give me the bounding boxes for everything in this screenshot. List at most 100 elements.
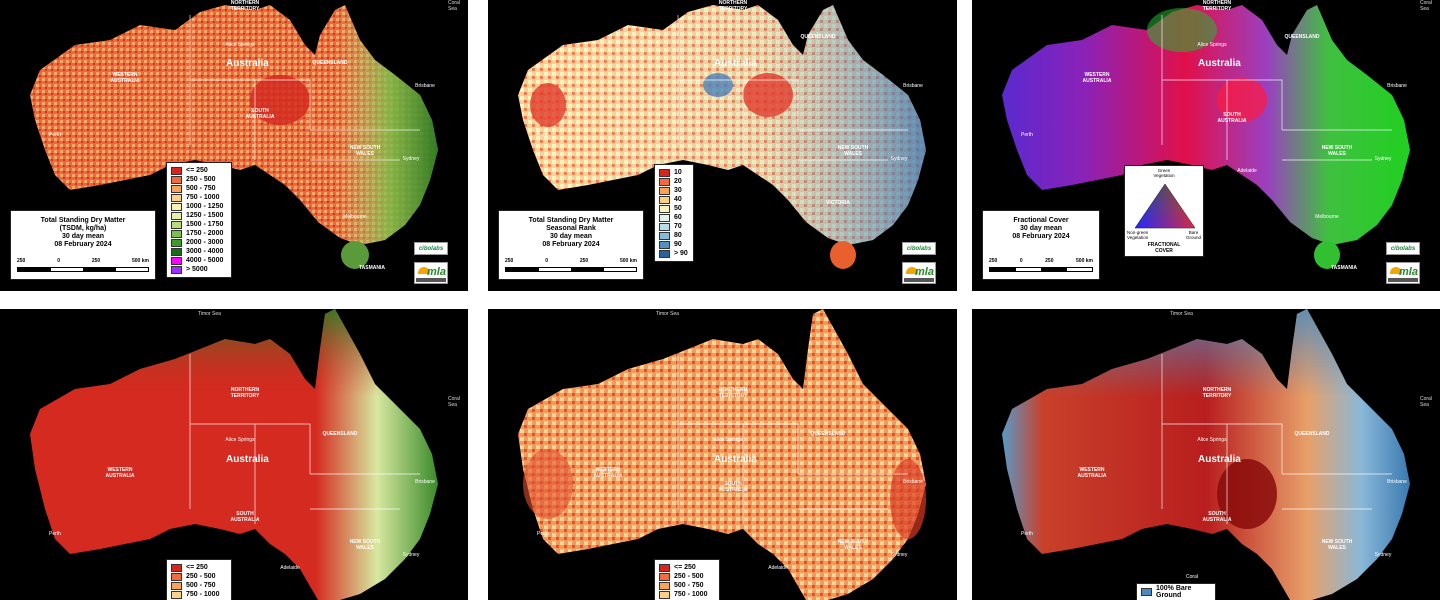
legend-item: > 5000 — [171, 265, 227, 274]
legend-swatch — [171, 256, 182, 265]
scale-tick: 250 — [505, 258, 514, 264]
legend-swatch — [659, 581, 670, 590]
legend-swatch — [171, 265, 182, 274]
panel-bottom-left: NORTHERN TERRITORY QUEENSLAND WESTERN AU… — [0, 309, 468, 600]
legend-bottom-mid: <= 250 250 - 500 500 - 750 750 - 1000 — [654, 559, 720, 600]
legend-swatch — [659, 186, 670, 195]
legend-tsdm: <= 250 250 - 500 500 - 750 750 - 1000 1000 -… — [166, 162, 232, 278]
legend-label: 500 - 750 — [186, 185, 216, 192]
mla-logo-text: mla — [1399, 266, 1418, 278]
mla-logo: mla — [1386, 262, 1420, 284]
label-country: Australia — [226, 454, 269, 465]
ternary-left-label: Non-green Vegetation — [1127, 230, 1149, 240]
legend-label: <= 250 — [186, 564, 208, 571]
legend-swatch — [659, 249, 670, 258]
legend-item: 1000 - 1250 — [171, 202, 227, 211]
legend-label: > 90 — [674, 250, 688, 257]
legend-item: 60 — [659, 213, 689, 222]
legend-label: 2000 - 3000 — [186, 239, 224, 246]
state-borders — [1161, 15, 1392, 161]
label-country: Australia — [714, 454, 757, 465]
legend-label: 250 - 500 — [186, 573, 216, 580]
state-borders — [677, 15, 908, 161]
legend-label: 30 — [674, 187, 682, 194]
panel-rank: NORTHERN TERRITORY QUEENSLAND Perth Bris… — [488, 0, 957, 291]
legend-item: 70 — [659, 222, 689, 231]
legend-item: <= 250 — [171, 563, 227, 572]
legend-label: 750 - 1000 — [186, 194, 220, 201]
label-timor-sea: Timor Sea — [656, 311, 679, 317]
legend-item: 50 — [659, 204, 689, 213]
legend-item: 750 - 1000 — [171, 590, 227, 599]
legend-item: <= 250 — [659, 563, 715, 572]
state-borders — [189, 354, 420, 524]
legend-label: <= 250 — [674, 564, 696, 571]
label-country: Australia — [1198, 454, 1241, 465]
title-line: Total Standing Dry Matter — [528, 217, 614, 224]
legend-label: 1750 - 2000 — [186, 230, 224, 237]
scale-tick: 500 km — [620, 258, 637, 264]
legend-swatch — [659, 572, 670, 581]
legend-bottom-left: <= 250 250 - 500 500 - 750 750 - 1000 — [166, 559, 232, 600]
scale-tick: 250 — [1045, 258, 1054, 264]
legend-swatch — [659, 240, 670, 249]
label-timor-sea: Timor Sea — [1170, 311, 1193, 317]
legend-item: 500 - 750 — [659, 581, 715, 590]
legend-label: 60 — [674, 214, 682, 221]
legend-swatch — [171, 220, 182, 229]
legend-label: 500 - 750 — [186, 582, 216, 589]
scale-bar: 250 0 250 500 km — [505, 257, 637, 272]
title-box-tsdm: Total Standing Dry Matter (TSDM, kg/ha) … — [10, 210, 156, 280]
state-borders — [189, 15, 420, 161]
title-line: 08 February 2024 — [54, 241, 112, 248]
map-rank — [518, 5, 926, 269]
legend-item: 10 — [659, 168, 689, 177]
legend-label: 4000 - 5000 — [186, 257, 224, 264]
legend-swatch — [171, 175, 182, 184]
scale-tick: 0 — [545, 258, 548, 264]
mla-logo: mla — [902, 262, 936, 284]
cibolabs-logo: cibolabs — [1386, 242, 1420, 255]
legend-swatch — [659, 204, 670, 213]
legend-swatch — [171, 184, 182, 193]
legend-swatch — [171, 238, 182, 247]
panel-bottom-mid: NORTHERN TERRITORY QUEENSLAND WESTERN AU… — [488, 309, 957, 600]
legend-label: 50 — [674, 205, 682, 212]
legend-label: 250 - 500 — [674, 573, 704, 580]
label-coral-sea: Coral Sea — [1420, 396, 1432, 408]
australia-landmass — [518, 309, 926, 600]
title-line: 08 February 2024 — [542, 241, 600, 248]
label-coral-sea: Coral Sea — [448, 0, 460, 12]
legend-item: 250 - 500 — [171, 175, 227, 184]
legend-item: 90 — [659, 240, 689, 249]
legend-label: 750 - 1000 — [674, 591, 708, 598]
legend-item: 40 — [659, 195, 689, 204]
ternary-caption: FRACTIONAL COVER — [1147, 242, 1181, 254]
mla-logo-text: mla — [915, 266, 934, 278]
scale-tick: 250 — [989, 258, 998, 264]
scale-bar: 250 0 250 500 km — [17, 257, 149, 272]
legend-swatch — [171, 193, 182, 202]
title-box-fractional: Fractional Cover 30 day mean 08 February… — [982, 210, 1100, 280]
legend-item: 1750 - 2000 — [171, 229, 227, 238]
ternary-top-label: Green Vegetation — [1153, 168, 1175, 178]
legend-item: 1500 - 1750 — [171, 220, 227, 229]
legend-label: 1000 - 1250 — [186, 203, 224, 210]
ternary-legend: Green Vegetation Non-green Vegetation Ba… — [1124, 165, 1204, 257]
legend-swatch — [171, 572, 182, 581]
legend-label: 1500 - 1750 — [186, 221, 224, 228]
scale-bar: 250 0 250 500 km — [989, 257, 1093, 272]
legend-item: 500 - 750 — [171, 581, 227, 590]
scale-tick: 500 km — [132, 258, 149, 264]
legend-label: 250 - 500 — [186, 176, 216, 183]
legend-swatch — [659, 222, 670, 231]
legend-label: 90 — [674, 241, 682, 248]
legend-label: <= 250 — [186, 167, 208, 174]
title-line: (TSDM, kg/ha) — [59, 225, 107, 232]
title-line: 30 day mean — [1019, 225, 1063, 232]
legend-item: 750 - 1000 — [171, 193, 227, 202]
legend-item: 250 - 500 — [659, 572, 715, 581]
label-coral-sea: Coral Sea — [1420, 0, 1432, 12]
legend-item: <= 250 — [171, 166, 227, 175]
legend-swatch — [659, 231, 670, 240]
